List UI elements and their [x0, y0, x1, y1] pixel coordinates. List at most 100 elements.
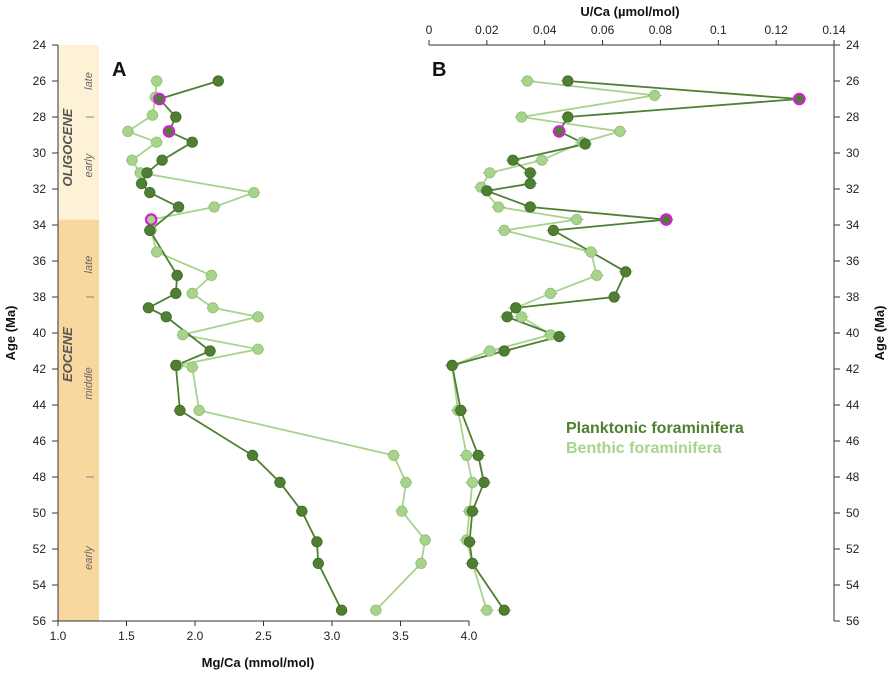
x-tick-label-a: 1.5	[118, 629, 135, 643]
data-point-a-planktonic	[174, 404, 186, 416]
data-point-b-benthic	[585, 246, 597, 258]
data-point-b-planktonic	[547, 224, 559, 236]
data-point-b-benthic	[484, 167, 496, 179]
series-line-b-benthic	[451, 80, 655, 611]
legend-item-benthic: Benthic foraminifera	[566, 440, 722, 457]
y-tick-label-left: 48	[33, 470, 47, 484]
y-tick-label-right: 44	[846, 398, 860, 412]
data-point-b-benthic	[461, 449, 473, 461]
data-point-b-benthic	[570, 214, 583, 226]
y-tick-label-right: 48	[846, 470, 860, 484]
data-point-b-benthic	[649, 89, 661, 102]
x-tick-label-b: 0.06	[591, 23, 615, 37]
y-tick-label-left: 52	[33, 542, 47, 556]
data-point-b-planktonic	[507, 154, 519, 166]
y-tick-label-right: 52	[846, 542, 860, 556]
data-point-b-planktonic	[498, 604, 510, 616]
data-point-b-planktonic	[553, 330, 565, 343]
data-point-b-benthic	[614, 125, 626, 137]
x-tick-label-a: 4.0	[461, 629, 478, 643]
data-point-a-planktonic	[162, 125, 176, 138]
sub-epoch-label-late: late	[83, 72, 95, 90]
data-point-a-benthic	[126, 154, 138, 166]
data-point-a-benthic	[252, 343, 264, 355]
data-point-a-benthic	[205, 269, 218, 281]
data-point-a-planktonic	[311, 536, 323, 548]
x-tick-label-a: 2.0	[187, 629, 204, 643]
epoch-label-eocene: EOCENE	[60, 327, 75, 382]
data-point-b-planktonic	[792, 92, 806, 106]
data-point-b-planktonic	[455, 404, 467, 416]
data-point-b-planktonic	[659, 213, 673, 226]
data-point-a-planktonic	[142, 302, 155, 314]
y-tick-label-right: 36	[846, 254, 860, 268]
y-tick-label-right: 30	[846, 146, 860, 160]
data-point-b-planktonic	[472, 449, 484, 461]
data-point-a-planktonic	[170, 111, 182, 123]
x-axis-title-a: Mg/Ca (mmol/mol)	[202, 655, 315, 670]
y-tick-label-right: 56	[846, 614, 860, 628]
data-point-b-planktonic	[466, 505, 478, 517]
data-point-a-planktonic	[144, 187, 156, 199]
sub-epoch-label-early: early	[83, 152, 95, 177]
x-axis-title-b: U/Ca (µmol/mol)	[580, 4, 679, 19]
data-point-a-planktonic	[296, 505, 308, 517]
y-axis-title-left: Age (Ma)	[3, 306, 18, 361]
y-tick-label-left: 32	[33, 182, 47, 196]
data-point-a-benthic	[151, 75, 163, 87]
x-tick-label-a: 1.0	[50, 629, 67, 643]
data-point-a-benthic	[248, 187, 260, 199]
y-tick-label-left: 30	[33, 146, 47, 160]
y-tick-label-left: 50	[33, 506, 47, 520]
data-point-b-planktonic	[562, 75, 574, 87]
y-tick-label-left: 40	[33, 326, 47, 340]
data-point-a-benthic	[151, 246, 163, 258]
data-point-b-planktonic	[524, 201, 536, 213]
x-tick-label-b: 0.04	[533, 23, 557, 37]
data-point-b-benthic	[544, 287, 557, 299]
data-point-a-benthic	[252, 311, 264, 323]
legend-item-planktonic: Planktonic foraminifera	[566, 420, 744, 437]
x-tick-label-a: 3.0	[324, 629, 341, 643]
y-tick-label-right: 46	[846, 434, 860, 448]
data-point-b-planktonic	[562, 111, 574, 123]
panel-label-a: A	[112, 59, 126, 81]
data-point-b-benthic	[498, 224, 510, 236]
data-point-a-benthic	[146, 109, 159, 121]
x-tick-label-b: 0	[426, 23, 433, 37]
x-tick-label-b: 0.02	[475, 23, 499, 37]
data-point-b-benthic	[521, 75, 533, 87]
data-point-a-benthic	[207, 302, 219, 314]
data-point-b-benthic	[515, 311, 528, 323]
data-point-a-planktonic	[160, 311, 172, 323]
data-point-a-benthic	[396, 505, 408, 517]
data-point-a-benthic	[415, 557, 427, 570]
data-point-a-planktonic	[141, 167, 153, 179]
data-point-a-benthic	[193, 404, 205, 416]
data-point-a-planktonic	[153, 92, 166, 106]
y-tick-label-left: 56	[33, 614, 47, 628]
data-point-b-planktonic	[579, 138, 591, 150]
x-tick-label-b: 0.1	[710, 23, 727, 37]
y-tick-label-right: 40	[846, 326, 860, 340]
data-point-a-benthic	[370, 604, 382, 616]
data-point-b-planktonic	[524, 167, 536, 179]
data-point-a-benthic	[208, 201, 220, 213]
x-tick-label-a: 2.5	[255, 629, 272, 643]
x-tick-label-b: 0.12	[764, 23, 788, 37]
y-tick-label-right: 32	[846, 182, 860, 196]
data-point-a-planktonic	[170, 359, 182, 371]
y-tick-label-left: 42	[33, 362, 47, 376]
y-tick-label-right: 34	[846, 218, 860, 232]
epoch-label-oligocene: OLIGOCENE	[60, 108, 75, 186]
y-tick-label-right: 28	[846, 110, 860, 124]
y-tick-label-right: 38	[846, 290, 860, 304]
y-tick-label-left: 38	[33, 290, 47, 304]
sub-epoch-label-middle: middle	[83, 367, 95, 399]
sub-epoch-label-late: late	[83, 256, 95, 274]
data-point-a-planktonic	[204, 345, 216, 357]
data-point-b-benthic	[536, 154, 548, 166]
y-tick-label-right: 54	[846, 578, 860, 592]
x-tick-label-b: 0.08	[649, 23, 673, 37]
